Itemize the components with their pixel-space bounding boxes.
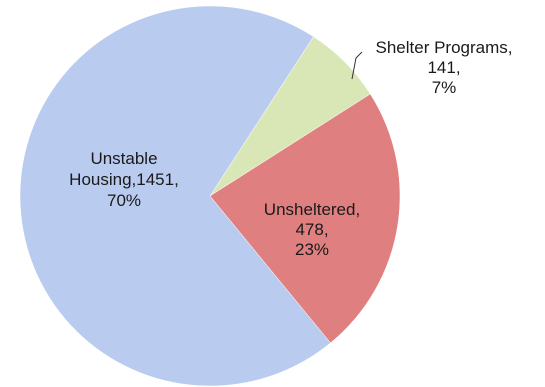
slice-label-line: Housing,1451, — [69, 170, 179, 189]
pie-slices — [19, 5, 401, 387]
slice-label-line: 23% — [295, 240, 329, 259]
slice-label-line: 7% — [432, 78, 457, 97]
slice-label-shelter-programs: Shelter Programs, 141, 7% — [376, 38, 513, 97]
slice-label-unstable-housing: Unstable Housing,1451, 70% — [69, 149, 179, 210]
leader-lines — [351, 51, 363, 80]
slice-label-line: 141, — [427, 58, 460, 77]
slice-labels: Unstable Housing,1451, 70% Shelter Programs… — [69, 38, 512, 259]
slice-label-line: 478, — [295, 220, 328, 239]
slice-label-line: 70% — [107, 191, 141, 210]
slice-label-line: Unsheltered, — [264, 200, 360, 219]
leader-line-shelter-programs — [351, 51, 363, 80]
slice-label-line: Shelter Programs, — [376, 38, 513, 57]
slice-label-unsheltered: Unsheltered, 478, 23% — [264, 200, 360, 259]
pie-slice-unsheltered — [209, 93, 401, 344]
slice-label-line: Unstable — [90, 149, 157, 168]
pie-slice-unstable-housing — [19, 5, 331, 387]
